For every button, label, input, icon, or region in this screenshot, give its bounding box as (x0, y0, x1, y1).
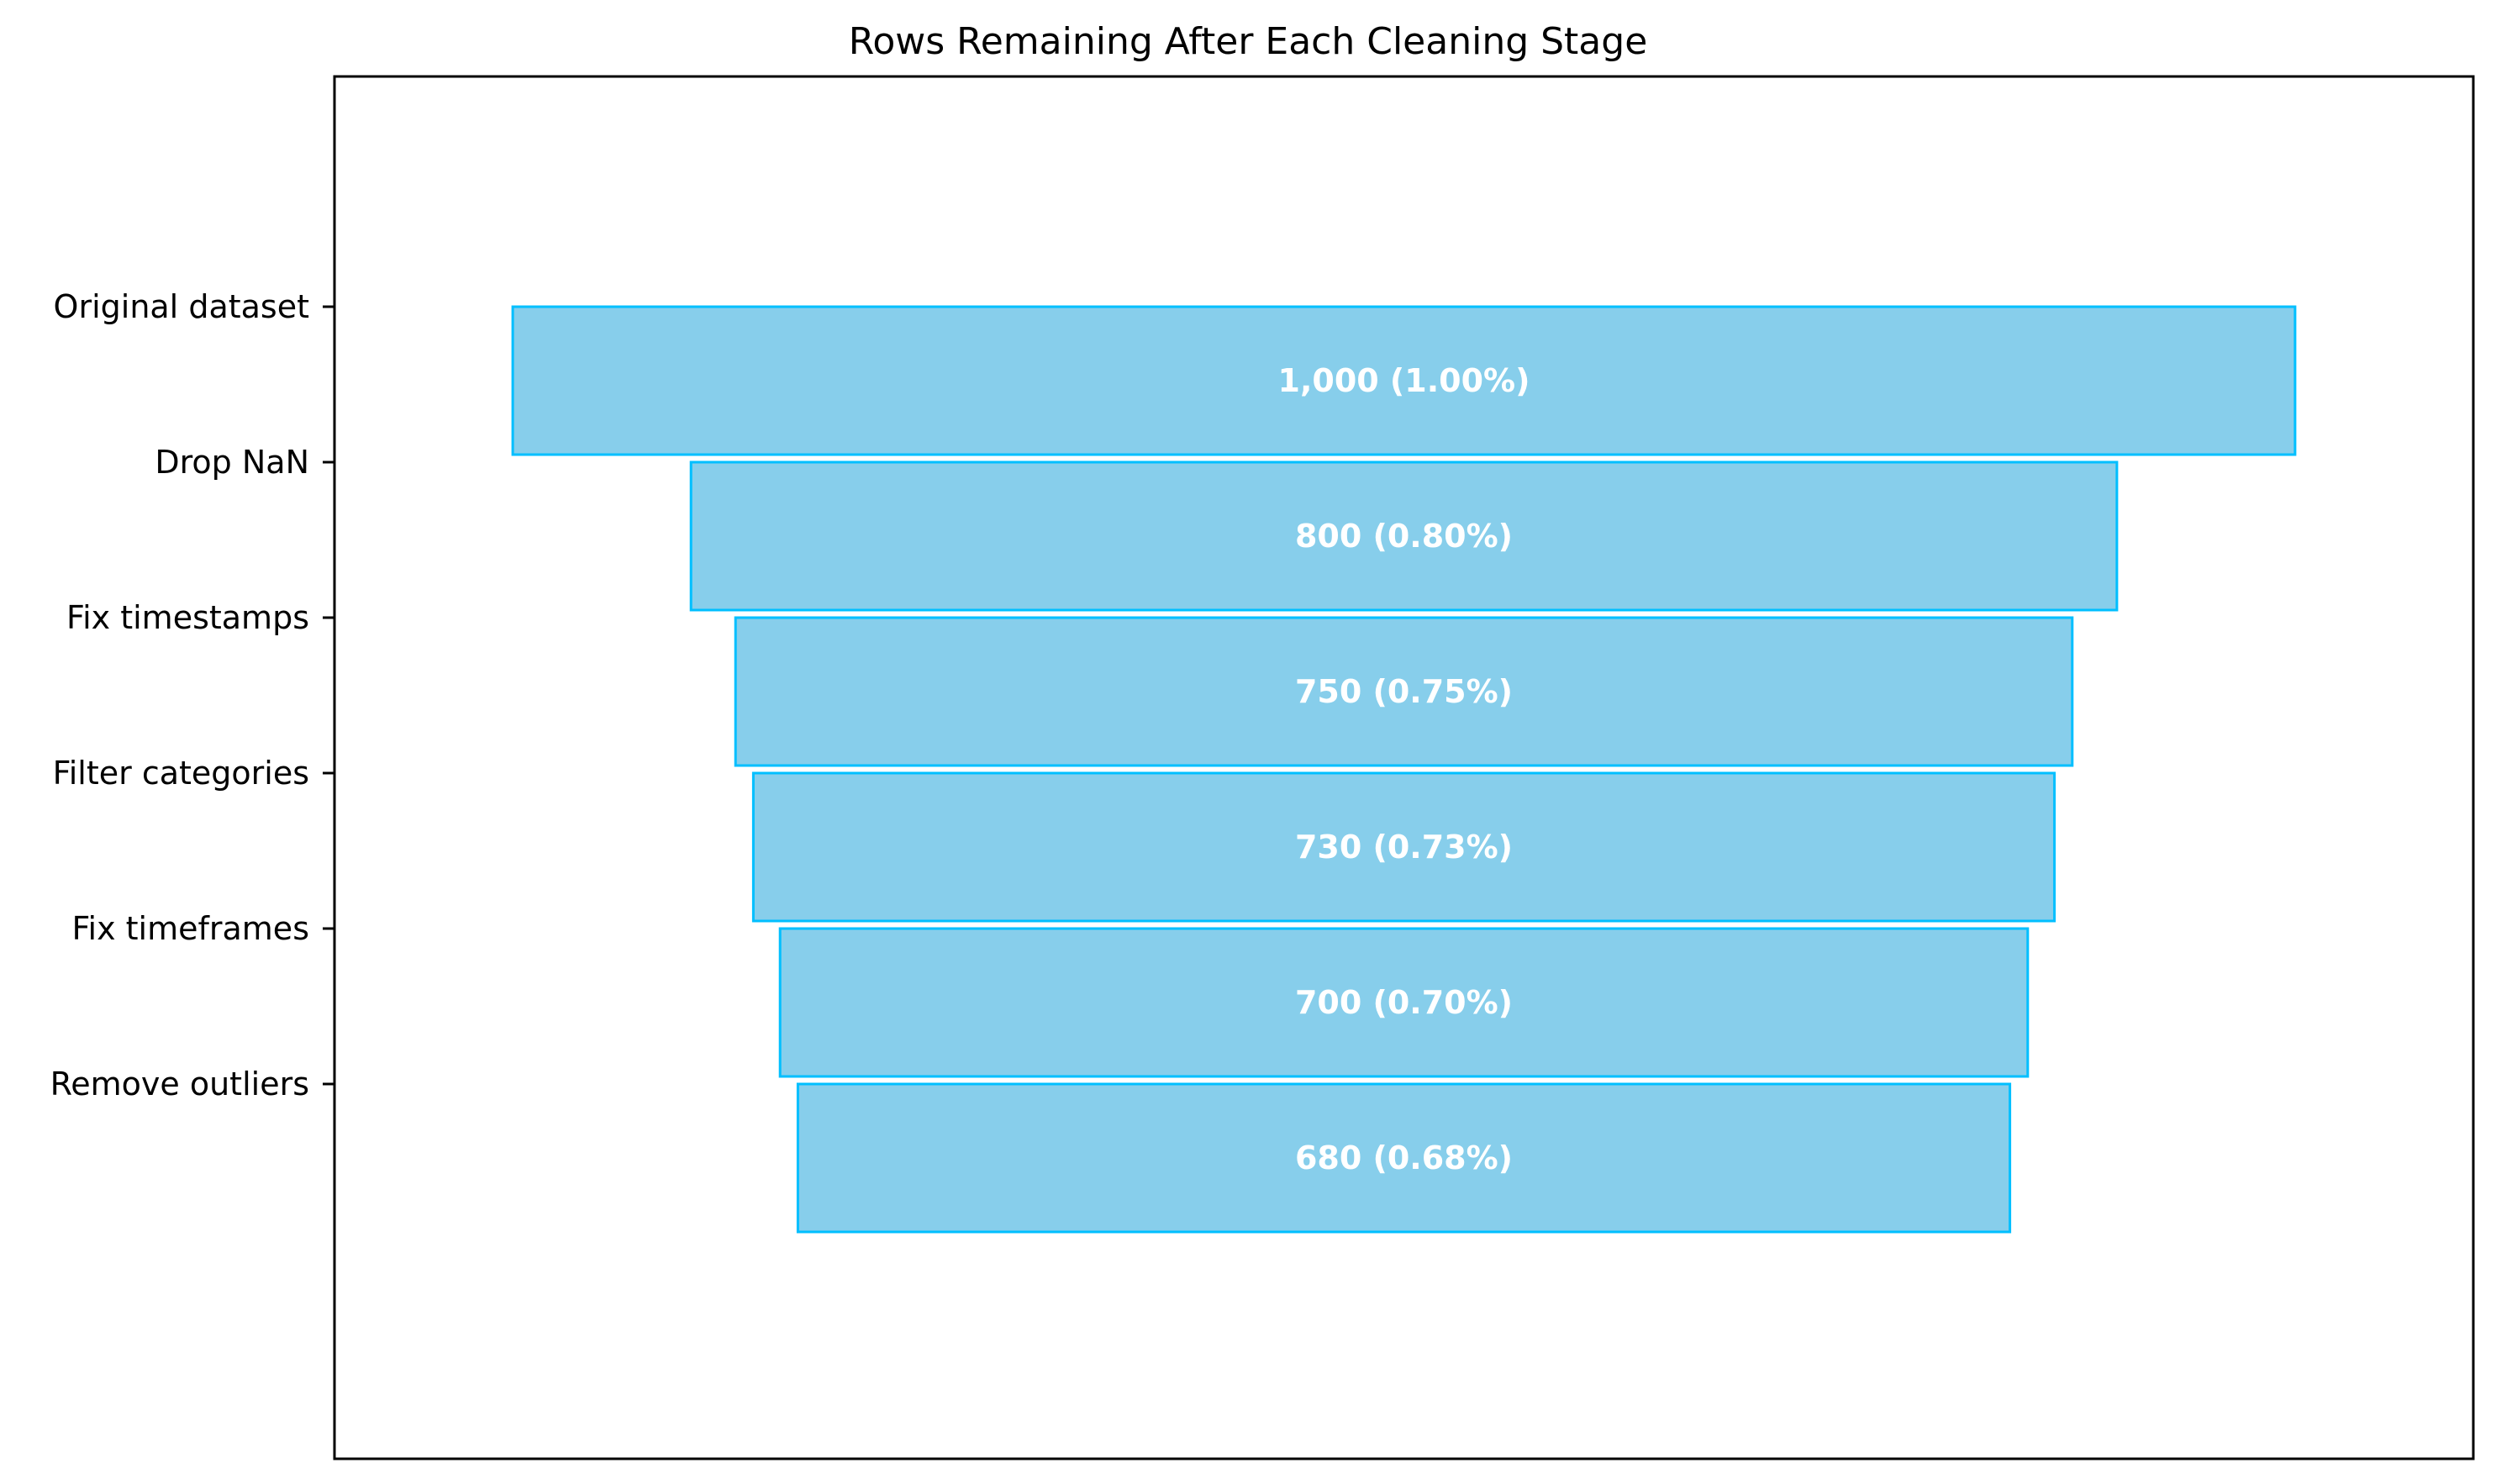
bar-value-label: 1,000 (1.00%) (1278, 362, 1530, 399)
y-tick-label-fix-timestamps: Fix timestamps (66, 599, 309, 636)
y-axis-ticks: Original dataset Drop NaN Fix timestamps Fi… (50, 288, 334, 1102)
funnel-bar-fix-timestamps (734, 616, 2074, 767)
y-tick-label-drop-nan: Drop NaN (155, 444, 309, 481)
plot-frame (333, 75, 2475, 1460)
funnel-bar-fix-timeframes (778, 927, 2030, 1078)
funnel-bar-remove-outliers (796, 1082, 2012, 1234)
funnel-bar-drop-nan (689, 460, 2119, 612)
chart-title: Rows Remaining After Each Cleaning Stage (849, 20, 1648, 63)
y-tick-label-remove-outliers: Remove outliers (50, 1066, 309, 1102)
funnel-bars (511, 305, 2297, 1234)
y-tick-label-filter-categories: Filter categories (53, 755, 309, 792)
y-tick-label-original-dataset: Original dataset (54, 288, 309, 325)
funnel-bar-labels: 1,000 (1.00%) 800 (0.80%) 750 (0.75%) 730 (… (1278, 362, 1530, 1176)
bar-value-label: 750 (0.75%) (1295, 673, 1513, 710)
bar-value-label: 680 (0.68%) (1295, 1139, 1513, 1176)
bar-value-label: 800 (0.80%) (1295, 518, 1513, 555)
bar-value-label: 730 (0.73%) (1295, 829, 1513, 866)
bar-value-label: 700 (0.70%) (1295, 984, 1513, 1021)
y-tick-label-fix-timeframes: Fix timeframes (71, 910, 309, 947)
funnel-bar-filter-categories (751, 771, 2056, 923)
funnel-bar-original-dataset (511, 305, 2297, 456)
